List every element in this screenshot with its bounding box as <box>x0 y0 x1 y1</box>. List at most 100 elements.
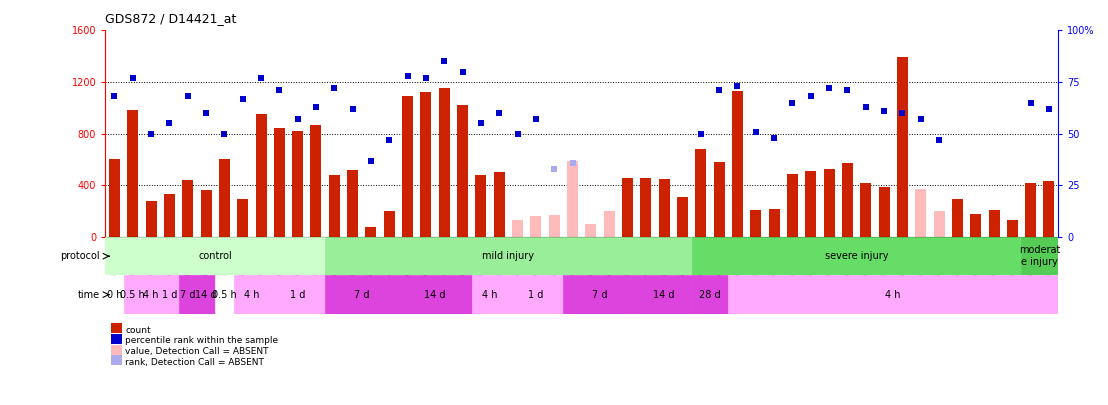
Point <box>839 87 856 94</box>
Point <box>234 95 252 102</box>
Point <box>142 130 160 137</box>
Bar <box>622 177 633 237</box>
Point <box>912 116 930 122</box>
Bar <box>787 174 798 237</box>
Point <box>710 87 728 94</box>
Bar <box>472 275 509 314</box>
Bar <box>325 237 691 275</box>
Point <box>253 75 270 81</box>
Bar <box>728 275 1058 314</box>
Bar <box>256 114 267 237</box>
Bar <box>971 214 982 237</box>
Bar <box>988 210 999 237</box>
Bar <box>604 211 615 237</box>
Point <box>509 130 526 137</box>
Text: value, Detection Call = ABSENT: value, Detection Call = ABSENT <box>125 347 269 356</box>
Point <box>856 104 874 110</box>
Text: 1 d: 1 d <box>162 290 177 300</box>
Bar <box>677 197 688 237</box>
Point <box>399 72 417 79</box>
Bar <box>806 171 817 237</box>
Bar <box>237 200 248 237</box>
Point <box>307 104 325 110</box>
Bar <box>531 216 542 237</box>
Point <box>435 58 453 65</box>
Text: 7 d: 7 d <box>593 290 608 300</box>
Point <box>820 85 838 92</box>
Point <box>472 120 490 126</box>
Bar <box>164 194 175 237</box>
Point <box>747 128 765 135</box>
Point <box>326 85 343 92</box>
Bar <box>512 220 523 237</box>
Bar <box>201 190 212 237</box>
Point <box>691 130 709 137</box>
Point <box>161 120 178 126</box>
Text: 14 d: 14 d <box>424 290 445 300</box>
Point <box>380 136 398 143</box>
Point <box>343 106 361 112</box>
Point <box>215 130 234 137</box>
Bar <box>750 210 761 237</box>
Bar <box>732 91 743 237</box>
Text: 4 h: 4 h <box>482 290 497 300</box>
Text: 7 d: 7 d <box>179 290 195 300</box>
Bar <box>420 92 431 237</box>
Bar <box>1025 183 1036 237</box>
Bar <box>325 275 399 314</box>
Bar <box>458 105 468 237</box>
Bar <box>860 183 871 237</box>
Bar <box>127 111 138 237</box>
Text: 4 h: 4 h <box>885 290 901 300</box>
Point <box>270 87 288 94</box>
Bar <box>439 88 450 237</box>
Bar <box>182 180 193 237</box>
Bar <box>145 201 156 237</box>
Point <box>417 75 434 81</box>
Text: moderat
e injury: moderat e injury <box>1019 245 1060 267</box>
Point <box>931 136 948 143</box>
Bar <box>714 162 725 237</box>
Point <box>893 110 911 116</box>
Bar <box>399 275 472 314</box>
Point <box>289 116 307 122</box>
Bar <box>691 275 728 314</box>
Bar <box>366 227 377 237</box>
Text: 1 d: 1 d <box>529 290 544 300</box>
Bar <box>274 128 285 237</box>
Bar <box>563 275 637 314</box>
Text: 7 d: 7 d <box>355 290 370 300</box>
Text: mild injury: mild injury <box>482 251 534 261</box>
Bar <box>142 275 161 314</box>
Bar <box>640 177 652 237</box>
Bar <box>548 215 560 237</box>
Bar <box>270 275 325 314</box>
Point <box>766 134 783 141</box>
Bar <box>879 187 890 237</box>
Text: 0.5 h: 0.5 h <box>121 290 145 300</box>
Text: count: count <box>125 326 151 335</box>
Point <box>783 100 801 106</box>
Bar <box>161 275 178 314</box>
Point <box>545 166 563 172</box>
Bar <box>178 275 197 314</box>
Point <box>875 108 893 114</box>
Bar <box>769 209 780 237</box>
Text: 1 d: 1 d <box>290 290 306 300</box>
Bar <box>1007 220 1018 237</box>
Bar <box>509 275 563 314</box>
Text: time: time <box>78 290 100 300</box>
Text: 4 h: 4 h <box>244 290 259 300</box>
Bar <box>585 224 596 237</box>
Bar <box>219 160 229 237</box>
Text: rank, Detection Call = ABSENT: rank, Detection Call = ABSENT <box>125 358 264 367</box>
Text: 14 d: 14 d <box>195 290 217 300</box>
Bar <box>109 160 120 237</box>
Point <box>454 68 472 75</box>
Bar <box>215 275 234 314</box>
Bar <box>383 211 394 237</box>
Point <box>564 159 582 166</box>
Point <box>1040 106 1058 112</box>
Bar <box>105 237 325 275</box>
Bar <box>691 237 1022 275</box>
